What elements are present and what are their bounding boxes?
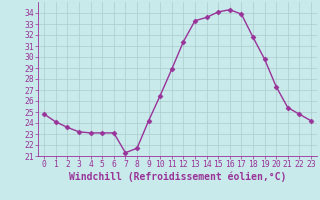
X-axis label: Windchill (Refroidissement éolien,°C): Windchill (Refroidissement éolien,°C) <box>69 172 286 182</box>
